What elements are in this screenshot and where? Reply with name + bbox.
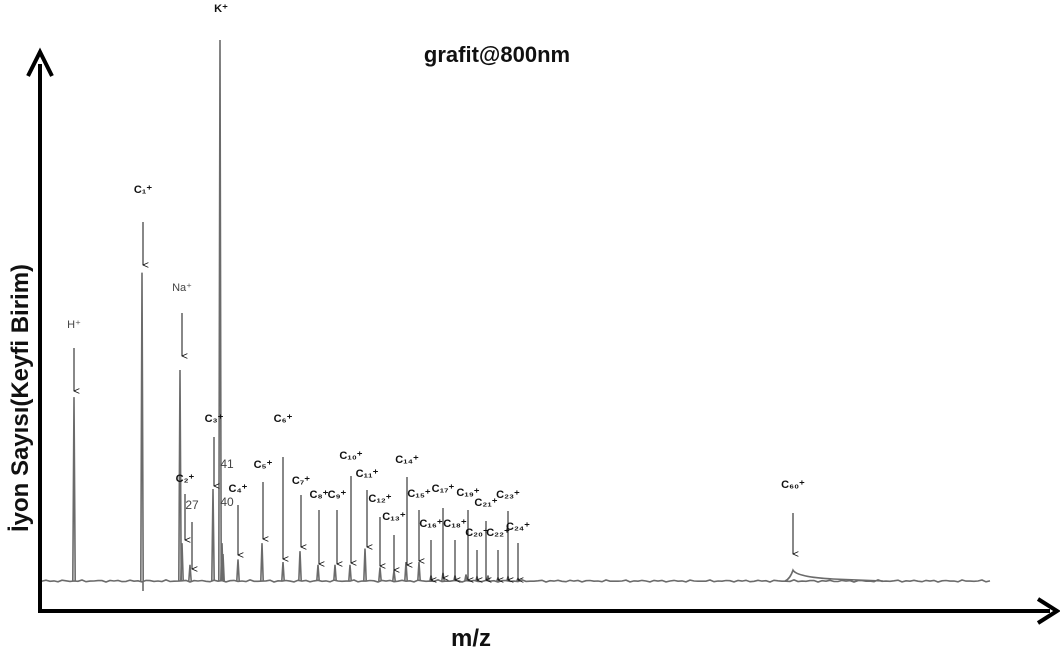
peak-label-180: C₁₅⁺ — [407, 488, 431, 500]
peak-label-84: C₇⁺ — [292, 475, 310, 487]
peak-27 — [188, 564, 192, 582]
peak-720 — [784, 568, 884, 582]
peak-label-216: C₁₈⁺ — [443, 518, 467, 530]
peak-label-23: Na⁺ — [172, 282, 192, 294]
peak-label-192: C₁₆⁺ — [419, 518, 442, 530]
peak-label-132: C₁₁⁺ — [356, 468, 379, 480]
peak-label-288: C₂₄⁺ — [506, 521, 530, 533]
peak-label-240: C₂₀⁺ — [465, 527, 489, 539]
peak-label-252: C₂₁⁺ — [474, 497, 497, 509]
peak-label-156: C₁₃⁺ — [382, 511, 406, 523]
peak-120 — [348, 564, 352, 582]
peak-label-36: C₃⁺ — [205, 413, 224, 425]
peak-156 — [392, 570, 396, 582]
baseline-trace — [39, 579, 991, 583]
peak-180 — [417, 562, 421, 582]
peak-label-27: 27 — [185, 498, 199, 512]
peak-label-72: C₆⁺ — [274, 413, 293, 425]
peak-label-39: K⁺ — [214, 3, 228, 15]
peak-label-60: C₅⁺ — [254, 459, 273, 471]
peak-label-12: C₁⁺ — [134, 184, 152, 196]
peak-label-96: C₈⁺ — [310, 489, 329, 501]
peak-annotations: H⁺ C₁⁺ Na⁺ C₂⁺ 27 C₃⁺ K⁺ 40 41 C₄⁺ C₅⁺ C₆⁺ C₇⁺C₈⁺ C₉⁺… — [67, 3, 805, 580]
peak-41 — [221, 553, 225, 582]
peak-60 — [260, 543, 264, 582]
peak-label-40: 40 — [220, 495, 234, 509]
peak-36 — [211, 488, 215, 582]
chart-title: grafit@800nm — [424, 42, 570, 67]
peak-label-228: C₁₉⁺ — [456, 487, 479, 499]
y-axis-label: İyon Sayısı(Keyfi Birim) — [7, 264, 34, 532]
peak-label-108: C₉⁺ — [328, 489, 347, 501]
peak-12 — [140, 272, 144, 582]
peak-label-204: C₁₇⁺ — [432, 483, 455, 495]
spectrum-trace-group — [39, 39, 991, 591]
peak-label-264: C₂₂⁺ — [486, 527, 510, 539]
peak-96 — [316, 564, 320, 582]
x-axis-label: m/z — [451, 625, 491, 652]
peak-168 — [404, 562, 408, 582]
peak-24 — [180, 543, 184, 582]
peak-72 — [281, 562, 285, 582]
peak-48 — [236, 559, 240, 582]
peak-label-720: C₆₀⁺ — [781, 479, 805, 491]
peak-23 — [178, 369, 182, 582]
peak-228 — [464, 574, 468, 582]
peak-label-120: C₁₀⁺ — [339, 450, 362, 462]
peak-label-1: H⁺ — [67, 319, 81, 331]
peak-108 — [333, 564, 337, 582]
peak-label-144: C₁₂⁺ — [368, 493, 391, 505]
peak-132 — [363, 548, 367, 582]
peak-label-24: C₂⁺ — [176, 473, 195, 485]
x-axis-arrowhead — [1036, 597, 1060, 625]
peak-label-41: 41 — [220, 457, 234, 471]
peak-144 — [378, 567, 382, 582]
peak-label-168: C₁₄⁺ — [395, 454, 419, 466]
peak-84 — [298, 551, 302, 582]
peak-1 — [72, 397, 76, 582]
y-axis-arrowhead — [26, 47, 54, 77]
peak-label-276: C₂₃⁺ — [496, 489, 520, 501]
peak-39 — [218, 39, 222, 582]
peak-label-48: C₄⁺ — [229, 483, 248, 495]
